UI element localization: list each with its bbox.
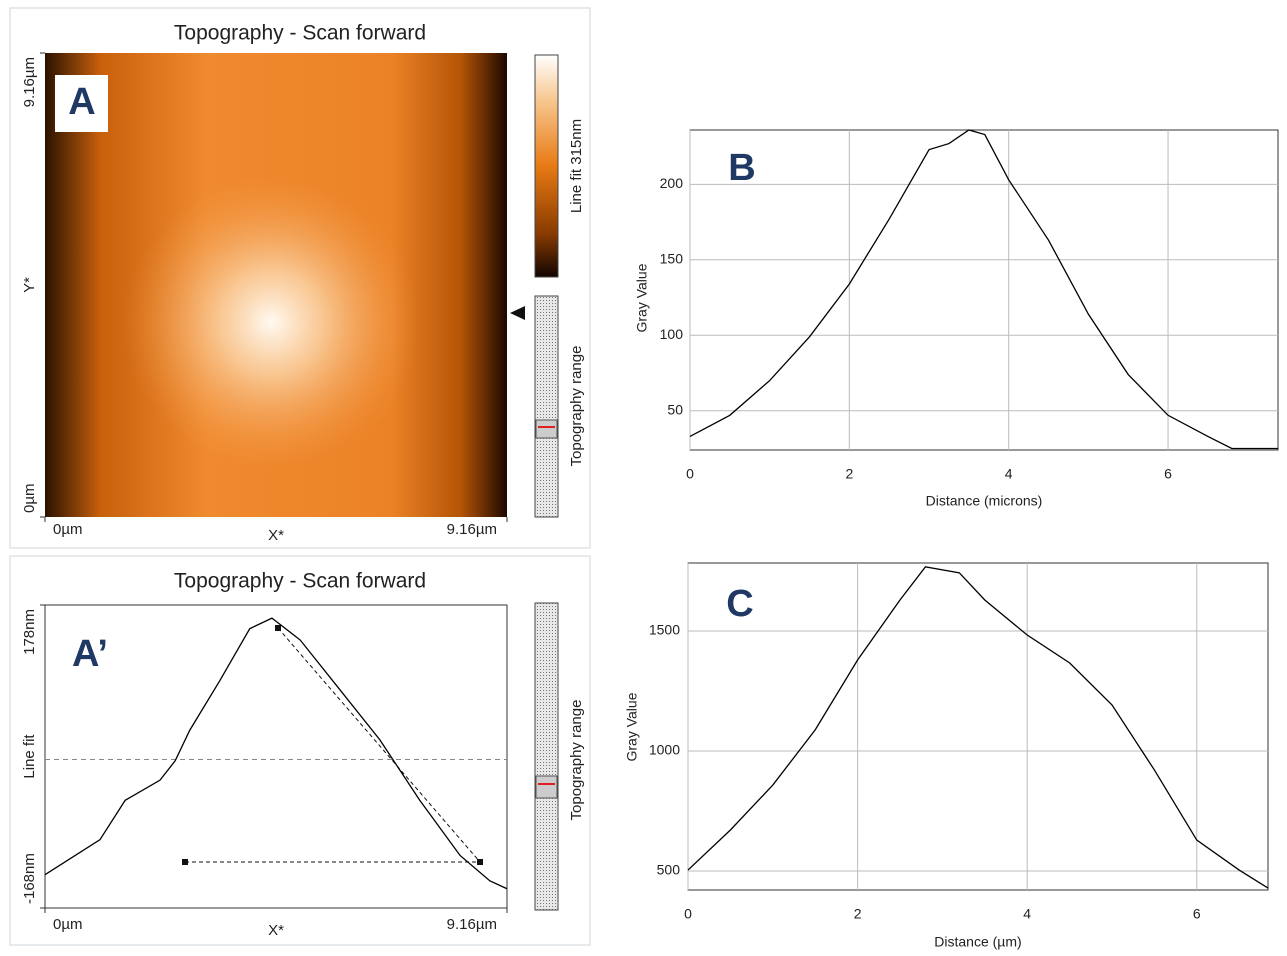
cursor-handle bbox=[275, 625, 281, 631]
data-line bbox=[689, 129, 1278, 450]
y-axis-label: Gray Value bbox=[634, 263, 650, 332]
y-tick-label: 178nm bbox=[21, 609, 38, 655]
line-pointer bbox=[510, 306, 525, 320]
panel-label: A bbox=[68, 81, 95, 123]
topography-highlight bbox=[45, 53, 507, 517]
range-window bbox=[535, 775, 558, 799]
x-tick-label: 9.16µm bbox=[447, 916, 497, 933]
plot-frame bbox=[689, 129, 1279, 451]
cursor-handle bbox=[477, 859, 483, 865]
range-bar bbox=[534, 295, 559, 518]
panel-frame bbox=[9, 555, 591, 946]
chart-title: Topography - Scan forward bbox=[174, 22, 426, 45]
y-tick-label: -168nm bbox=[21, 853, 38, 904]
x-axis-label: X* bbox=[268, 922, 284, 939]
y-axis-label: Gray Value bbox=[624, 692, 640, 761]
x-tick-label: 0µm bbox=[53, 521, 82, 538]
range-label: Topography range bbox=[568, 346, 585, 467]
colorbar bbox=[534, 54, 559, 278]
x-tick-label: 2 bbox=[854, 906, 862, 922]
x-tick-label: 9.16µm bbox=[447, 521, 497, 538]
y-tick-label: 1500 bbox=[649, 622, 680, 638]
data-line bbox=[44, 617, 508, 890]
y-tick-label: 9.16µm bbox=[21, 57, 38, 107]
y-axis-label: Y* bbox=[21, 277, 38, 293]
x-tick-label: 0µm bbox=[53, 916, 82, 933]
panel-label-box bbox=[55, 75, 108, 132]
y-tick-label: 500 bbox=[657, 862, 681, 878]
range-window bbox=[535, 419, 558, 439]
y-tick-label: 150 bbox=[660, 251, 684, 267]
colorbar-label: Line fit 315nm bbox=[568, 119, 585, 213]
x-tick-label: 6 bbox=[1193, 906, 1201, 922]
x-axis-label: Distance (microns) bbox=[926, 493, 1043, 509]
data-line bbox=[687, 566, 1269, 889]
cursor-handle bbox=[182, 859, 188, 865]
panel-label: C bbox=[726, 583, 753, 625]
x-tick-label: 4 bbox=[1023, 906, 1031, 922]
x-tick-label: 0 bbox=[684, 906, 692, 922]
y-tick-label: 50 bbox=[667, 401, 683, 417]
plot-frame bbox=[687, 562, 1269, 891]
x-tick-label: 4 bbox=[1005, 466, 1013, 482]
cursor-line bbox=[277, 627, 481, 863]
x-axis-label: X* bbox=[268, 527, 284, 544]
chart-title: Topography - Scan forward bbox=[174, 570, 426, 593]
y-tick-label: 200 bbox=[660, 175, 684, 191]
y-axis-label: Line fit bbox=[21, 734, 38, 779]
y-tick-label: 100 bbox=[660, 326, 684, 342]
plot-frame bbox=[44, 604, 508, 909]
panel-label: B bbox=[728, 147, 755, 189]
x-tick-label: 2 bbox=[845, 466, 853, 482]
range-label: Topography range bbox=[568, 700, 585, 821]
x-tick-label: 0 bbox=[686, 466, 694, 482]
range-bar bbox=[534, 602, 559, 911]
x-axis-label: Distance (µm) bbox=[934, 934, 1021, 950]
x-tick-label: 6 bbox=[1164, 466, 1172, 482]
y-tick-label: 1000 bbox=[649, 742, 680, 758]
panel-label: A’ bbox=[72, 633, 108, 675]
y-tick-label: 0µm bbox=[21, 484, 38, 513]
